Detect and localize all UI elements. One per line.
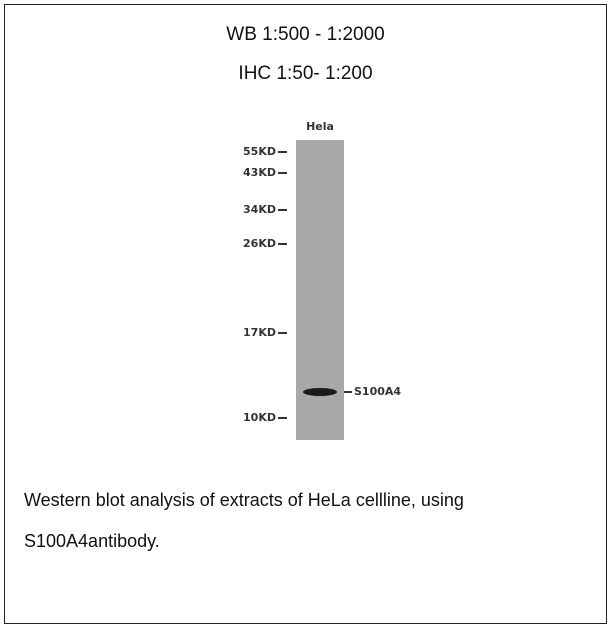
page: {"header": {"wb": "WB 1:500 - 1:2000", "… xyxy=(0,0,613,603)
band-label: S100A4 xyxy=(354,385,401,398)
lane-label: Hela xyxy=(306,120,334,133)
blot-band xyxy=(303,388,337,396)
caption: Western blot analysis of extracts of HeL… xyxy=(24,480,604,562)
marker-label: 17KD xyxy=(243,326,276,339)
marker-label: 43KD xyxy=(243,166,276,179)
marker-label: 34KD xyxy=(243,203,276,216)
marker-label: 55KD xyxy=(243,145,276,158)
marker-label: 26KD xyxy=(243,237,276,250)
markers: 55KD 43KD 34KD 26KD 17KD 10KD xyxy=(243,145,287,424)
marker-label: 10KD xyxy=(243,411,276,424)
blot-image: Hela 55KD 43KD 34KD 26KD 17KD 10KD S100A4 xyxy=(0,0,613,470)
